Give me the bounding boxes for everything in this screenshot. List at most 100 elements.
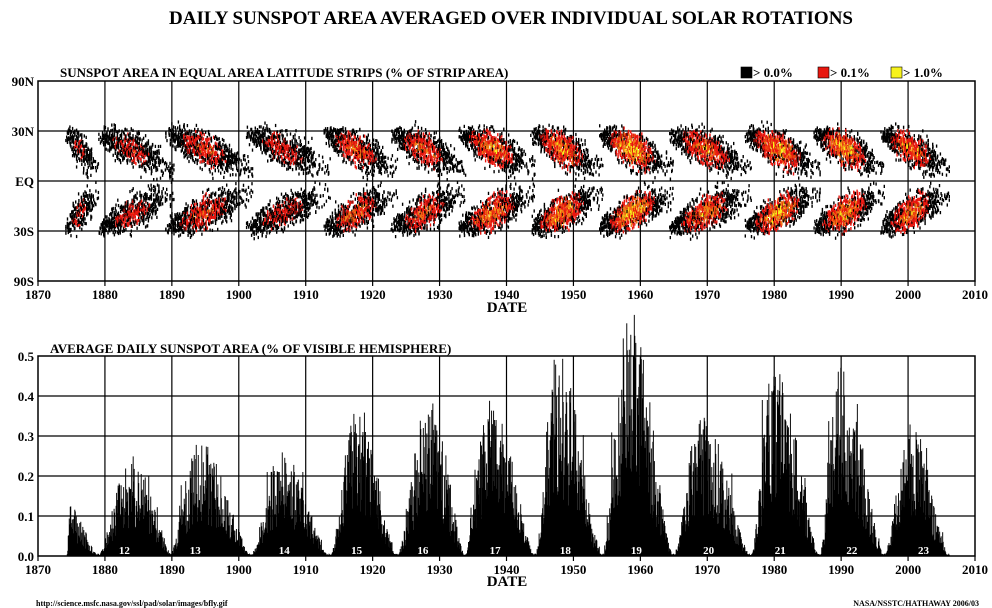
butterfly-mark — [71, 217, 73, 221]
butterfly-mark — [73, 204, 75, 208]
butterfly-mark — [81, 219, 83, 223]
butterfly-mark — [75, 200, 77, 204]
butterfly-mark — [116, 143, 119, 147]
butterfly-mark — [214, 159, 216, 163]
butterfly-mark — [128, 221, 130, 225]
butterfly-mark — [120, 152, 122, 156]
butterfly-mark — [217, 206, 219, 210]
butterfly-mark — [209, 159, 211, 163]
butterfly-mark — [84, 198, 86, 203]
butterfly-mark — [207, 157, 210, 161]
butterfly-mark — [326, 127, 329, 131]
butterfly-mark — [160, 195, 162, 199]
butterfly-mark — [178, 234, 180, 238]
butterfly-mark — [289, 132, 292, 136]
butterfly-mark — [109, 213, 111, 217]
butterfly-mark — [228, 196, 230, 200]
butterfly-mark — [124, 218, 126, 222]
butterfly-mark — [229, 173, 232, 177]
butterfly-mark — [95, 203, 97, 207]
butterfly-mark — [114, 124, 116, 128]
butterfly-mark — [138, 160, 140, 164]
butterfly-mark — [85, 144, 87, 148]
butterfly-mark — [343, 158, 345, 162]
butterfly-mark — [254, 126, 256, 130]
butterfly-mark — [109, 130, 111, 134]
butterfly-mark — [112, 153, 114, 157]
butterfly-mark — [199, 154, 201, 158]
butterfly-mark — [77, 152, 80, 156]
butterfly-mark — [272, 204, 275, 208]
butterfly-mark — [223, 190, 225, 194]
butterfly-mark — [313, 187, 316, 191]
butterfly-mark — [117, 217, 119, 221]
butterfly-mark — [98, 231, 100, 235]
butterfly-mark — [178, 229, 180, 233]
butterfly-mark — [183, 123, 185, 127]
butterfly-mark — [126, 147, 129, 151]
butterfly-mark — [121, 214, 123, 218]
butterfly-mark — [70, 227, 72, 231]
butterfly-mark — [90, 198, 92, 202]
butterfly-mark — [171, 139, 173, 143]
butterfly-mark — [286, 218, 288, 222]
butterfly-mark — [194, 212, 196, 216]
butterfly-mark — [266, 124, 268, 128]
butterfly-mark — [86, 142, 88, 146]
butterfly-mark — [121, 129, 123, 133]
butterfly-mark — [241, 200, 243, 204]
butterfly-mark — [202, 218, 205, 223]
butterfly-mark — [279, 220, 281, 224]
butterfly-mark — [70, 215, 72, 219]
butterfly-mark — [76, 159, 78, 163]
butterfly-mark — [199, 222, 201, 226]
butterfly-mark — [206, 135, 208, 140]
butterfly-mark — [173, 133, 175, 137]
butterfly-mark — [183, 218, 185, 222]
butterfly-mark — [73, 141, 75, 145]
butterfly-mark — [330, 143, 332, 147]
butterfly-mark — [96, 166, 99, 170]
butterfly-mark — [176, 212, 178, 217]
butterfly-mark — [131, 152, 133, 157]
butterfly-mark — [145, 211, 147, 215]
butterfly-mark — [199, 211, 201, 215]
butterfly-legend: > 0.0% > 0.1% > 1.0% — [740, 65, 943, 80]
butterfly-mark — [87, 154, 89, 158]
butterfly-mark — [291, 139, 293, 143]
butterfly-mark — [325, 141, 327, 146]
butterfly-mark — [303, 213, 306, 218]
butterfly-mark — [226, 215, 228, 219]
butterfly-mark — [337, 136, 340, 140]
butterfly-mark — [92, 160, 94, 164]
butterfly-mark — [177, 220, 179, 224]
butterfly-mark — [281, 133, 283, 137]
butterfly-mark — [203, 207, 205, 211]
butterfly-mark — [223, 175, 225, 179]
butterfly-mark — [248, 223, 251, 227]
butterfly-mark — [189, 218, 192, 223]
butterfly-mark — [90, 154, 93, 158]
butterfly-mark — [106, 224, 108, 228]
butterfly-mark — [260, 138, 262, 142]
butterfly-mark — [71, 148, 73, 152]
butterfly-mark — [147, 142, 150, 146]
butterfly-mark — [194, 138, 196, 142]
butterfly-mark — [197, 217, 199, 221]
butterfly-mark — [114, 207, 116, 211]
butterfly-mark — [124, 224, 126, 228]
butterfly-mark — [139, 193, 141, 198]
butterfly-mark — [151, 145, 153, 149]
butterfly-mark — [185, 148, 187, 152]
butterfly-mark — [277, 225, 280, 229]
butterfly-mark — [154, 159, 157, 163]
butterfly-mark — [316, 193, 318, 197]
butterfly-mark — [136, 136, 138, 140]
butterfly-mark — [90, 149, 92, 153]
butterfly-mark — [187, 204, 189, 208]
butterfly-mark — [210, 209, 213, 213]
butterfly-mark — [70, 135, 72, 139]
butterfly-mark — [137, 136, 139, 140]
butterfly-mark — [188, 140, 191, 144]
butterfly-mark — [109, 143, 111, 147]
